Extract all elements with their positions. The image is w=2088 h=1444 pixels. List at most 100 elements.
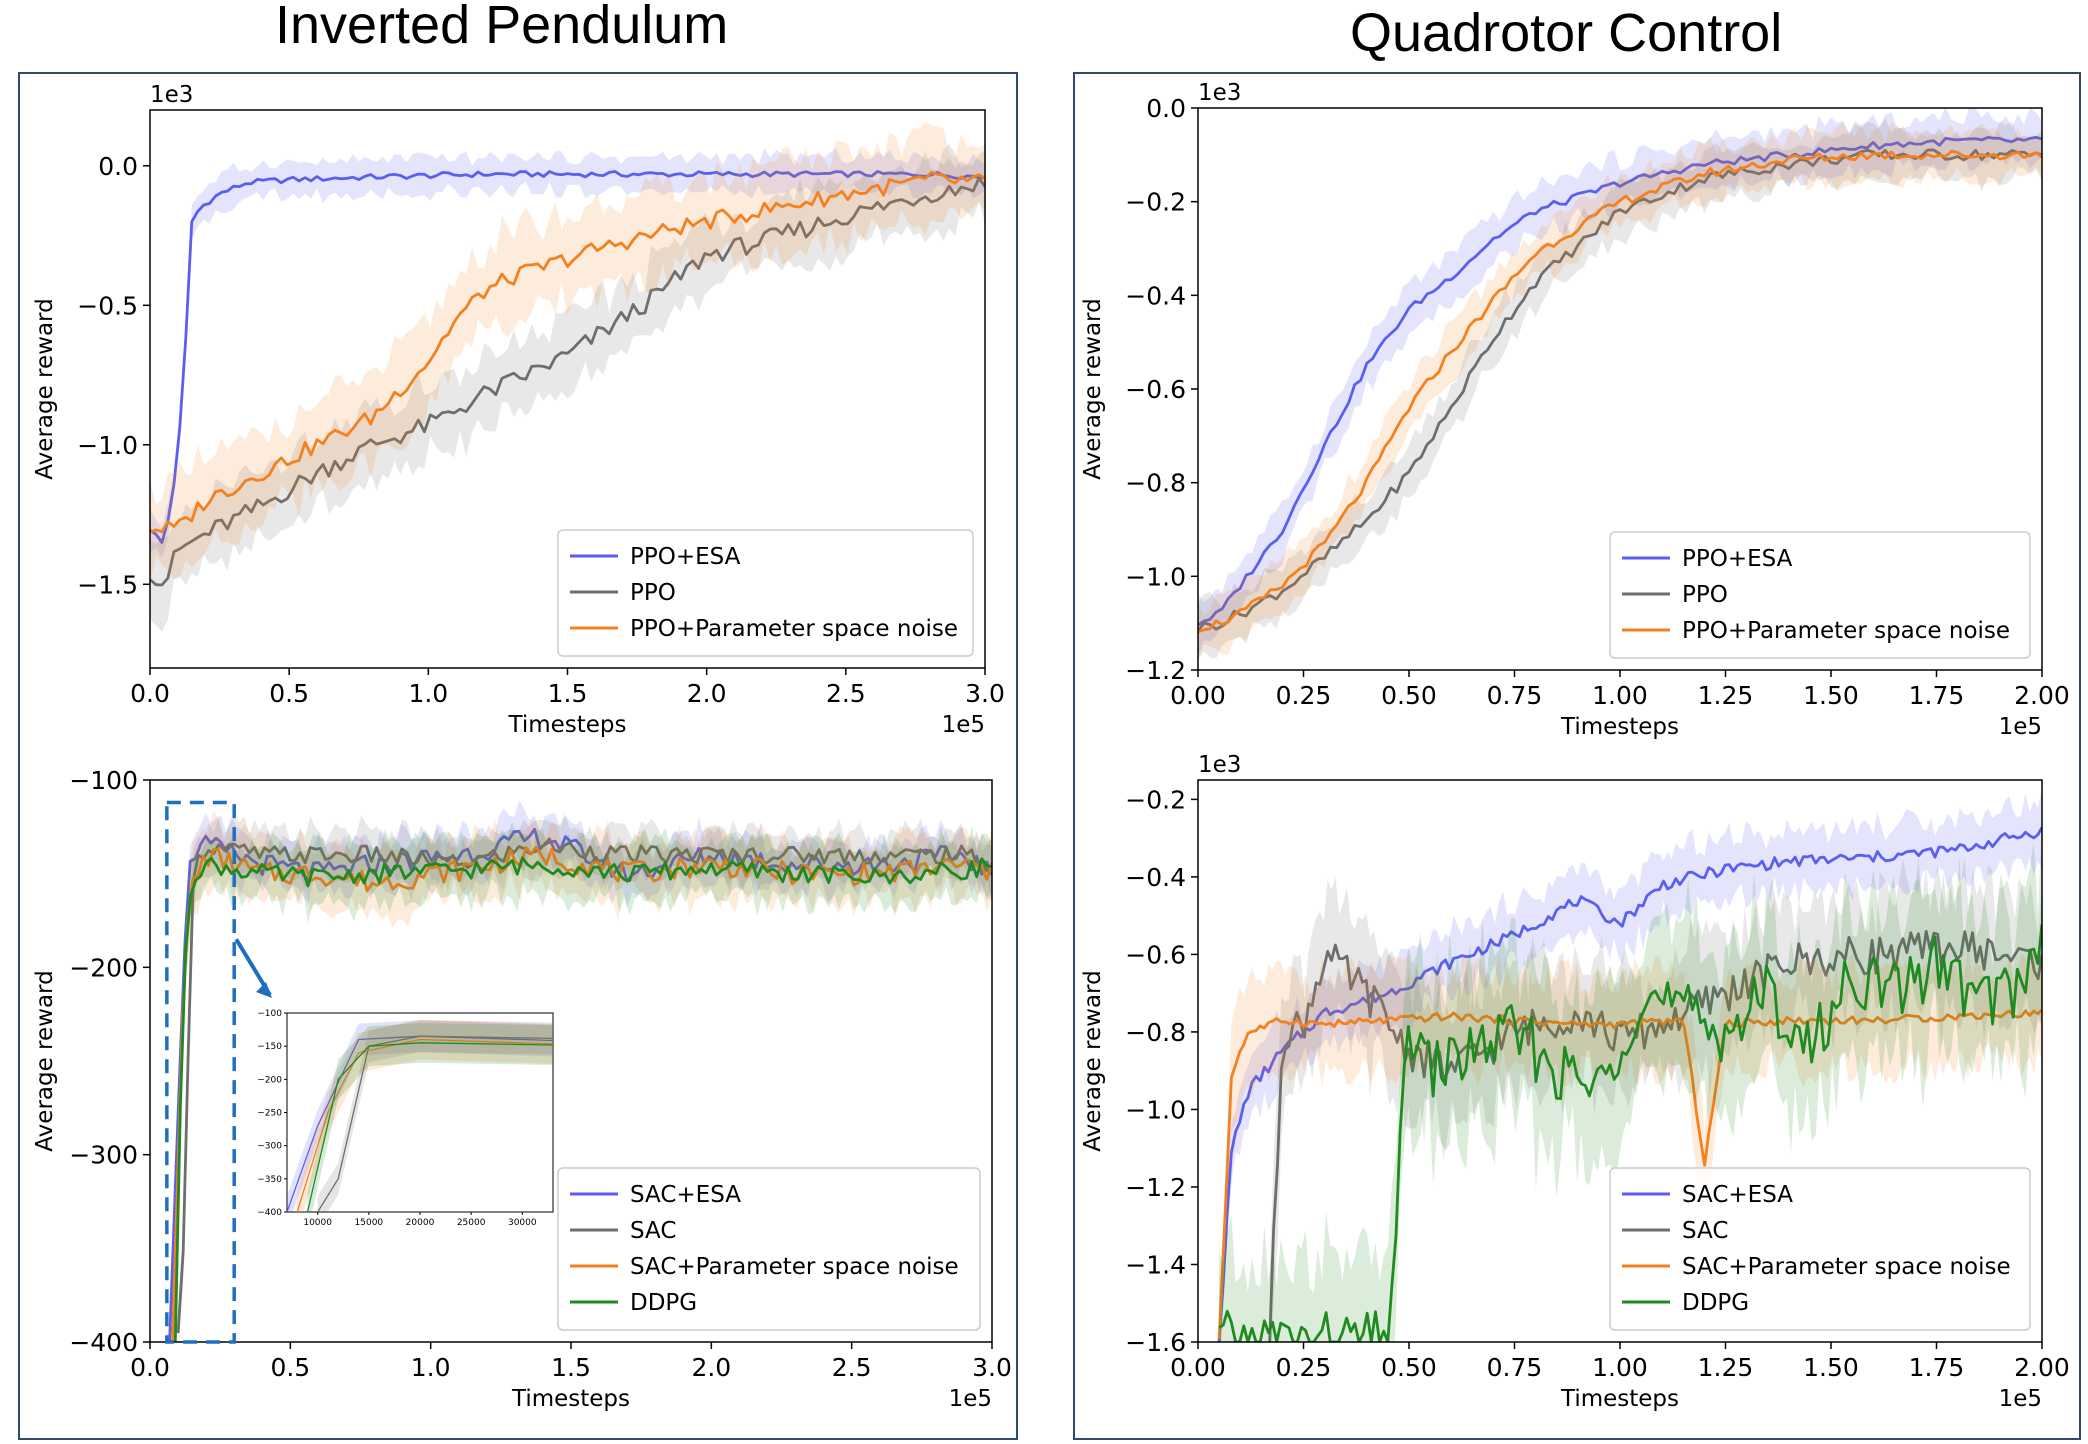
x-axis-label: Timesteps (1560, 714, 1679, 740)
y-multiplier: 1e3 (1198, 80, 1241, 106)
legend-label: SAC+Parameter space noise (630, 1254, 959, 1280)
inset-line (317, 1035, 553, 1212)
x-tick-label: 1.75 (1909, 681, 1965, 710)
plot-area-qc_ppo (1198, 108, 2042, 661)
y-tick-label: −0.5 (77, 291, 138, 320)
zoom-arrow-head (256, 982, 272, 998)
line-ppo-esa (150, 170, 985, 544)
x-tick-label: 1.50 (1803, 1353, 1859, 1382)
y-multiplier: 1e3 (1198, 752, 1241, 778)
legend-label: DDPG (1682, 1290, 1749, 1316)
x-multiplier: 1e5 (1999, 714, 2042, 740)
legend-label: PPO+ESA (630, 544, 741, 570)
x-tick-label: 1.25 (1698, 1353, 1754, 1382)
y-tick-label: −1.0 (1125, 562, 1186, 591)
line-sac-parameter-space-noise (171, 845, 992, 1342)
band-sac-parameter-space-noise (1219, 948, 2042, 1342)
x-tick-label: 2.5 (826, 679, 866, 708)
line-ppo-parameter-space-noise (1198, 149, 2042, 634)
x-tick-label: 2.00 (2014, 681, 2070, 710)
y-tick-label: −1.2 (1125, 1173, 1186, 1202)
inset-x-tick-label: 15000 (355, 1218, 384, 1228)
plot-area-ip_sac (168, 800, 992, 1342)
y-tick-label: −0.8 (1125, 1018, 1186, 1047)
inset-band (307, 1023, 553, 1212)
x-tick-label: 1.0 (408, 679, 448, 708)
legend-label: SAC+ESA (630, 1182, 741, 1208)
band-ppo (1198, 118, 2042, 659)
inset-line (306, 1042, 553, 1212)
legend: SAC+ESA SAC SAC+Parameter space noise DDPG (1609, 1167, 2031, 1331)
x-tick-label: 1.50 (1803, 681, 1859, 710)
x-tick-label: 1.0 (411, 1353, 451, 1382)
left-panel-title: Inverted Pendulum (275, 0, 729, 55)
y-tick-label: −0.6 (1125, 375, 1186, 404)
y-axis-label: Average reward (32, 970, 58, 1151)
band-sac-esa (1219, 787, 2042, 1342)
y-tick-label: −1.0 (1125, 1095, 1186, 1124)
chart-qc_ppo: 0.00 0.25 0.50 0.75 1.00 1.25 1.50 1.75 2.00 −1.2… (1080, 80, 2070, 740)
legend-label: PPO+Parameter space noise (1682, 618, 2010, 644)
line-ppo (1198, 148, 2042, 632)
band-ppo (150, 143, 985, 632)
x-tick-label: 1.25 (1698, 681, 1754, 710)
y-tick-label: 0.0 (1146, 94, 1186, 123)
band-ppo-parameter-space-noise (1198, 120, 2042, 661)
band-ddpg (1219, 819, 2042, 1342)
y-tick-label: −200 (69, 953, 138, 982)
x-axis-label: Timesteps (1560, 1386, 1679, 1412)
zoom-highlight-box (165, 800, 236, 1344)
inset-frame (286, 1012, 554, 1213)
inset-y-tick-label: −250 (257, 1109, 282, 1119)
legend-box (557, 529, 974, 657)
inset-x-tick-label: 20000 (406, 1218, 435, 1228)
y-tick-label: −1.4 (1125, 1250, 1186, 1279)
chart-qc_sac: 0.00 0.25 0.50 0.75 1.00 1.25 1.50 1.75 2.00 −1.6… (1080, 752, 2070, 1412)
x-tick-label: 1.5 (551, 1353, 591, 1382)
legend-label: PPO (630, 580, 676, 606)
line-ppo-parameter-space-noise (150, 170, 985, 534)
inset-y-tick-label: −300 (257, 1142, 282, 1152)
x-tick-label: 0.5 (269, 679, 309, 708)
y-tick-label: −0.4 (1125, 281, 1186, 310)
inset-x-tick-label: 25000 (457, 1218, 486, 1228)
x-tick-label: 1.75 (1909, 1353, 1965, 1382)
y-tick-label: −400 (69, 1328, 138, 1357)
left-panel-frame (18, 72, 1018, 1440)
y-axis-label: Average reward (32, 298, 58, 479)
y-tick-label: −0.2 (1125, 188, 1186, 217)
legend: PPO+ESA PPO PPO+Parameter space noise (557, 529, 974, 657)
x-tick-label: 0.00 (1170, 681, 1226, 710)
y-tick-label: −1.5 (77, 570, 138, 599)
line-ddpg (1218, 924, 2042, 1342)
y-tick-label: −1.6 (1125, 1328, 1186, 1357)
band-ppo-esa (150, 148, 985, 559)
inset-y-tick-label: −200 (257, 1075, 282, 1085)
x-tick-label: 0.25 (1276, 1353, 1332, 1382)
x-tick-label: 0.0 (130, 679, 170, 708)
line-sac (176, 837, 992, 1334)
band-ppo-parameter-space-noise (150, 122, 985, 584)
y-tick-label: −0.2 (1125, 785, 1186, 814)
y-tick-label: −100 (69, 766, 138, 795)
line-ppo (150, 176, 985, 587)
legend-box (1609, 531, 2031, 659)
x-tick-label: 2.0 (687, 679, 727, 708)
x-tick-label: 0.25 (1276, 681, 1332, 710)
x-tick-label: 0.00 (1170, 1353, 1226, 1382)
y-multiplier: 1e3 (150, 82, 193, 108)
line-sac (1268, 929, 2042, 1342)
x-tick-label: 3.0 (972, 1353, 1012, 1382)
y-tick-label: −0.4 (1125, 863, 1186, 892)
right-panel-frame (1073, 72, 2081, 1440)
inset-y-tick-label: −350 (257, 1175, 282, 1185)
legend-label: PPO+Parameter space noise (630, 616, 958, 642)
y-tick-label: −0.8 (1125, 469, 1186, 498)
inset-y-tick-label: −150 (257, 1042, 282, 1052)
x-axis-label: Timesteps (511, 1386, 630, 1412)
y-tick-label: −1.2 (1125, 656, 1186, 685)
x-tick-label: 0.5 (270, 1353, 310, 1382)
x-tick-label: 3.0 (965, 679, 1005, 708)
inset-plot-area (287, 1019, 553, 1212)
